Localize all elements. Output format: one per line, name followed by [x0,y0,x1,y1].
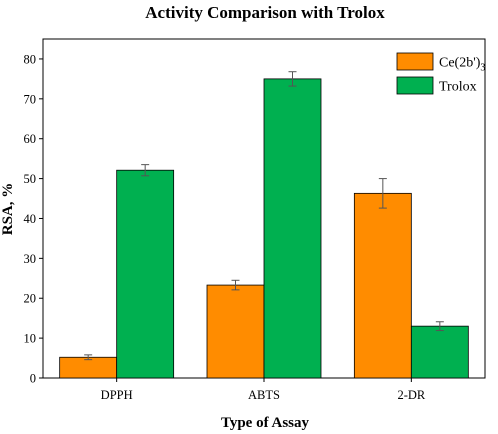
legend: Ce(2b')3 Trolox [396,52,485,95]
y-tick-label: 70 [24,92,37,106]
y-tick-label: 30 [24,252,37,266]
x-tick-label: ABTS [248,388,280,402]
legend-label: Trolox [439,80,477,95]
y-tick-label: 0 [30,372,36,386]
y-tick-label: 20 [24,292,37,306]
bar-abts-ce [206,284,265,379]
bar-dpph-ce [59,356,118,379]
legend-label: Ce(2b')3 [439,56,485,74]
y-tick-label: 50 [24,172,37,186]
legend-swatch [396,52,434,71]
bar-2-dr-ce [353,192,412,379]
plot-area: 0 10 20 30 40 50 60 70 80 DPPH ABTS 2-DR [24,38,486,402]
y-tick-label: 80 [24,52,37,66]
chart-title: Activity Comparison with Trolox [145,3,385,22]
bar-dpph-trolox [116,169,175,379]
y-axis-label: RSA, % [0,183,16,236]
bar-2-dr-trolox [410,325,469,379]
legend-swatch [396,76,434,95]
y-tick-label: 40 [24,212,37,226]
x-tick-label: 2-DR [397,388,425,402]
bar-abts-trolox [263,78,322,379]
y-tick-label: 10 [24,332,37,346]
y-tick-label: 60 [24,132,37,146]
x-axis-label: Type of Assay [221,415,310,431]
x-tick-label: DPPH [101,388,133,402]
